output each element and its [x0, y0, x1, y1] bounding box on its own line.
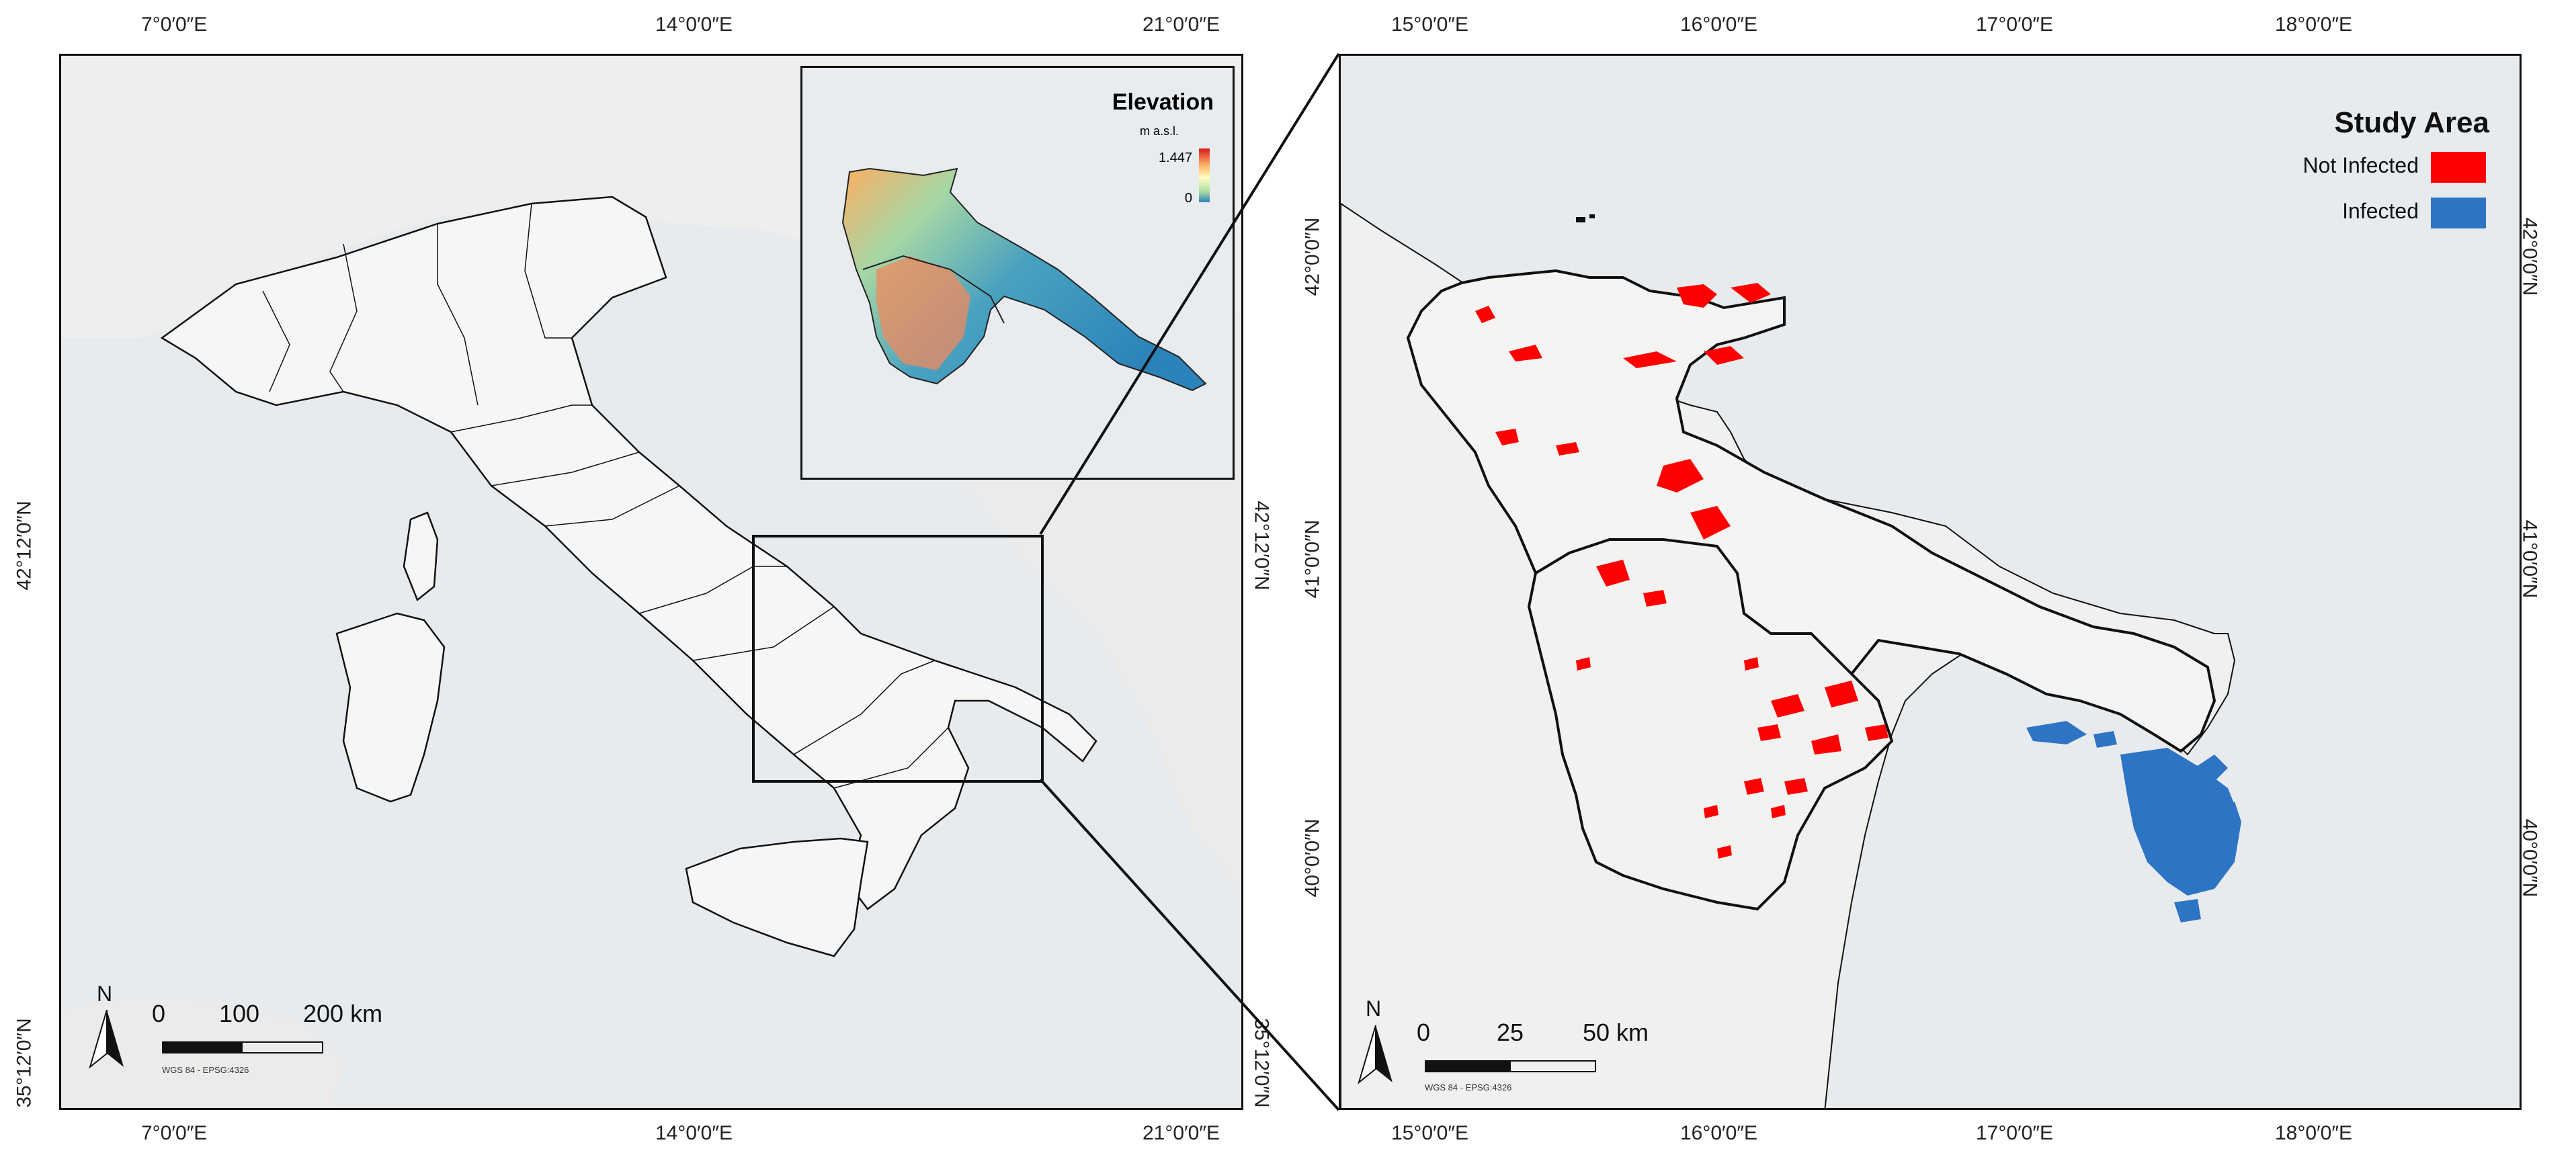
inset-region-boundary: [862, 255, 1005, 324]
region-boundaries: [262, 203, 949, 789]
elevation-max-label: 1.447: [1159, 150, 1192, 165]
basilicata-highland: [876, 256, 970, 370]
right-right-tick-3: 40°0′0″N: [2518, 818, 2541, 898]
basilicata-region: [1527, 538, 1894, 911]
left-bottom-tick-1: 7°0′0″E: [141, 1122, 208, 1144]
right-top-tick-1: 15°0′0″E: [1391, 13, 1468, 36]
scale-label-100: 100: [219, 1000, 260, 1027]
right-top-tick-2: 16°0′0″E: [1680, 13, 1757, 36]
north-arrow-icon-right: [1358, 1025, 1393, 1084]
scale-label-25-right: 25: [1497, 1019, 1524, 1046]
left-bottom-tick-3: 21°0′0″E: [1142, 1122, 1220, 1144]
right-right-tick-2: 41°0′0″N: [2518, 519, 2541, 599]
legend-swatch-not-infected: [2431, 152, 2486, 183]
study-area-extent-box: [752, 535, 1044, 783]
italy-overview-map[interactable]: Elevation m a.s.l. 1.447 0 N 0 100 200 k…: [59, 54, 1243, 1110]
legend-swatch-infected: [2431, 198, 2486, 228]
elevation-min-label: 0: [1185, 191, 1192, 206]
right-left-tick-1: 42°0′0″N: [1301, 217, 1324, 296]
elevation-unit: m a.s.l.: [1140, 124, 1179, 138]
scale-bar-left: [162, 1041, 323, 1054]
elevation-inset-canvas: Elevation m a.s.l. 1.447 0: [841, 89, 1214, 392]
elevation-color-ramp: [1199, 148, 1210, 202]
legend-label-not-infected: Not Infected: [2302, 153, 2419, 177]
sicily-island: [685, 837, 869, 957]
right-left-tick-2: 41°0′0″N: [1301, 519, 1324, 599]
left-left-tick-2: 35°12′0″N: [13, 1018, 36, 1108]
study-area-map[interactable]: Study Area Not Infected Infected N 0 25 …: [1339, 54, 2522, 1110]
right-bottom-tick-1: 15°0′0″E: [1391, 1122, 1468, 1144]
right-right-tick-1: 42°0′0″N: [2518, 217, 2541, 296]
left-left-tick-1: 42°12′0″N: [13, 501, 36, 591]
left-top-tick-1: 7°0′0″E: [141, 13, 208, 36]
infected-patches: [2026, 721, 2241, 922]
legend-label-infected: Infected: [2342, 199, 2419, 223]
right-bottom-tick-4: 18°0′0″E: [2275, 1122, 2352, 1144]
north-label-right: N: [1366, 996, 1382, 1021]
scale-label-200km: 200 km: [303, 1000, 383, 1027]
left-right-tick-2: 35°12′0″N: [1250, 1018, 1273, 1108]
scale-label-50km-right: 50 km: [1583, 1019, 1649, 1046]
elevation-inset: Elevation m a.s.l. 1.447 0: [800, 66, 1235, 480]
right-left-tick-3: 40°0′0″N: [1301, 818, 1324, 898]
left-bottom-tick-2: 14°0′0″E: [655, 1122, 733, 1144]
legend-title: Study Area: [2334, 106, 2489, 139]
sardinia-island: [335, 612, 446, 803]
scale-label-0-right: 0: [1417, 1019, 1431, 1046]
left-right-tick-1: 42°12′0″N: [1250, 501, 1273, 591]
tremiti-islands: [1576, 214, 1595, 222]
north-label-left: N: [97, 982, 113, 1006]
elevation-title: Elevation: [1112, 89, 1214, 115]
right-top-tick-3: 17°0′0″E: [1976, 13, 2053, 36]
left-top-tick-2: 14°0′0″E: [655, 13, 733, 36]
right-bottom-tick-2: 16°0′0″E: [1680, 1122, 1757, 1144]
right-bottom-tick-3: 17°0′0″E: [1976, 1122, 2053, 1144]
crs-label-left: WGS 84 - EPSG:4326: [162, 1065, 249, 1075]
crs-label-right: WGS 84 - EPSG:4326: [1425, 1082, 1512, 1092]
left-top-tick-3: 21°0′0″E: [1142, 13, 1220, 36]
right-top-tick-4: 18°0′0″E: [2275, 13, 2352, 36]
corsica-island: [403, 511, 439, 602]
scale-bar-right: [1425, 1060, 1596, 1072]
scale-label-0: 0: [152, 1000, 166, 1027]
study-area-canvas: [1341, 202, 2241, 1108]
north-arrow-icon: [89, 1010, 124, 1069]
not-infected-patches: [1475, 283, 1888, 859]
